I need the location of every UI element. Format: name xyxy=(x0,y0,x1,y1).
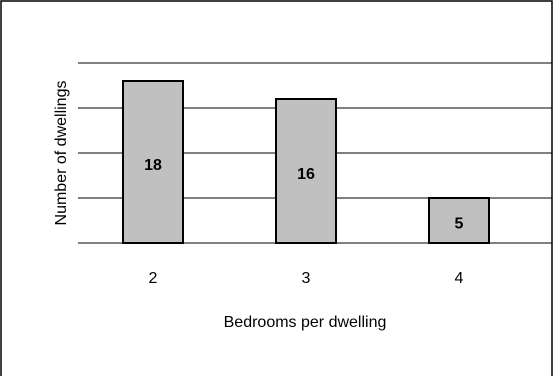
bars xyxy=(122,80,490,244)
data-label-3: 16 xyxy=(297,166,315,183)
data-label-2: 18 xyxy=(144,157,162,174)
x-tick-label-2: 2 xyxy=(149,270,158,287)
x-tick-label-4: 4 xyxy=(455,270,464,287)
bar-4 xyxy=(428,197,490,244)
data-label-4: 5 xyxy=(455,216,464,233)
x-tick-label-3: 3 xyxy=(302,270,311,287)
y-axis-label: Number of dwellings xyxy=(53,81,70,226)
bar-3 xyxy=(275,98,337,244)
data-labels: 18 16 5 xyxy=(144,157,463,233)
x-axis-label: Bedrooms per dwelling xyxy=(224,314,387,331)
x-tick-labels: 2 3 4 xyxy=(149,270,464,287)
bar-2 xyxy=(122,80,184,244)
